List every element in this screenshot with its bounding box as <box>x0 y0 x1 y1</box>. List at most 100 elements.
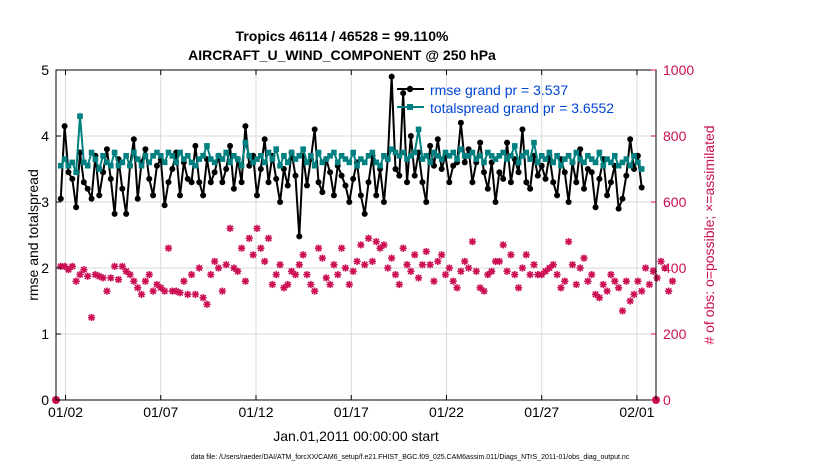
rmse-point <box>165 179 172 186</box>
totalspread-point <box>627 162 633 169</box>
totalspread-point <box>177 149 183 156</box>
rmse-point <box>607 179 614 186</box>
totalspread-point <box>246 153 253 159</box>
rmse-point <box>65 169 72 176</box>
rmse-point <box>519 126 526 133</box>
obs-point <box>653 274 661 282</box>
rmse-point <box>438 166 445 172</box>
rmse-point <box>73 204 80 211</box>
totalspread-point <box>527 156 533 162</box>
rmse-point <box>196 179 203 186</box>
y-left-tick-label-3: 3 <box>41 194 49 210</box>
rmse-point <box>604 192 611 199</box>
rmse-point <box>296 233 303 240</box>
rmse-point <box>84 185 91 192</box>
obs-point <box>507 251 515 259</box>
obs-point <box>364 234 373 242</box>
totalspread-point <box>184 153 191 159</box>
totalspread-point <box>365 153 372 159</box>
totalspread-point <box>496 153 503 159</box>
rmse-point <box>57 195 64 202</box>
totalspread-point <box>146 159 153 166</box>
rmse-point <box>261 136 268 143</box>
totalspread-point <box>615 162 622 169</box>
obs-point <box>176 289 184 297</box>
totalspread-point <box>585 153 591 159</box>
totalspread-point <box>304 159 310 166</box>
totalspread-point <box>254 156 260 162</box>
obs-point <box>630 290 638 298</box>
rmse-point <box>219 179 226 186</box>
totalspread-point <box>308 153 314 159</box>
totalspread-point <box>227 159 233 166</box>
obs-point <box>661 264 669 272</box>
obs-point <box>68 262 76 270</box>
totalspread-point <box>419 156 426 162</box>
totalspread-point <box>388 146 395 152</box>
obs-point <box>268 280 276 289</box>
obs-point <box>511 271 519 279</box>
totalspread-point <box>581 159 587 166</box>
y-right-tick-label-0: 0 <box>663 392 671 408</box>
x-tick-label-0: 01/02 <box>48 404 83 420</box>
rmse-point <box>96 192 103 199</box>
rmse-point <box>523 179 530 186</box>
obs-point <box>161 287 169 295</box>
x-axis: 01/02 01/07 01/12 01/17 01/22 01/27 02/01 <box>48 70 655 420</box>
rmse-point <box>592 204 599 211</box>
totalspread-point <box>481 159 487 166</box>
obs-point <box>207 271 215 279</box>
totalspread-point <box>508 153 514 159</box>
totalspread-point <box>377 162 383 169</box>
totalspread-point <box>88 149 95 156</box>
totalspread-point <box>519 153 526 159</box>
x-tick-label-3: 01/17 <box>334 404 369 420</box>
obs-point <box>495 257 503 265</box>
y-axis-left: 0 1 2 3 4 5 <box>41 62 61 408</box>
obs-point <box>218 287 226 295</box>
rmse-point <box>550 179 557 186</box>
totalspread-point <box>346 159 353 166</box>
obs-point <box>80 266 88 274</box>
obs-point <box>603 287 611 295</box>
totalspread-point <box>635 159 641 166</box>
rmse-point <box>119 185 126 192</box>
rmse-point <box>623 172 630 179</box>
totalspread-point <box>604 156 610 162</box>
totalspread-point <box>81 159 87 166</box>
totalspread-point <box>408 153 414 159</box>
totalspread-point <box>631 153 637 159</box>
totalspread-point <box>611 153 618 159</box>
y-axis-left-label: rmse and totalspread <box>25 169 41 301</box>
obs-point <box>561 277 569 285</box>
totalspread-point <box>596 149 603 156</box>
y-left-tick-label-4: 4 <box>41 128 49 144</box>
totalspread-point <box>138 162 145 169</box>
rmse-point <box>88 195 95 202</box>
obs-point <box>384 264 392 272</box>
totalspread-point <box>396 153 403 159</box>
obs-point <box>434 257 442 265</box>
totalspread-point <box>454 156 460 162</box>
totalspread-point <box>131 149 137 156</box>
obs-point <box>349 267 357 275</box>
legend-rmse-marker <box>406 85 414 93</box>
totalspread-point <box>342 156 349 162</box>
rmse-point <box>130 136 137 143</box>
totalspread-point <box>69 159 76 166</box>
totalspread-point <box>446 153 453 159</box>
rmse-point <box>223 166 230 172</box>
totalspread-point <box>211 159 218 166</box>
obs-point <box>472 267 480 275</box>
totalspread-point <box>107 162 114 169</box>
rmse-point <box>161 202 168 209</box>
totalspread-point <box>558 162 564 169</box>
totalspread-point <box>588 156 595 162</box>
obs-point <box>103 287 111 295</box>
rmse-point <box>500 175 507 182</box>
totalspread-point <box>577 156 583 162</box>
obs-point <box>307 280 315 289</box>
totalspread-point <box>61 156 68 162</box>
totalspread-point <box>592 159 599 166</box>
obs-point <box>361 261 369 269</box>
